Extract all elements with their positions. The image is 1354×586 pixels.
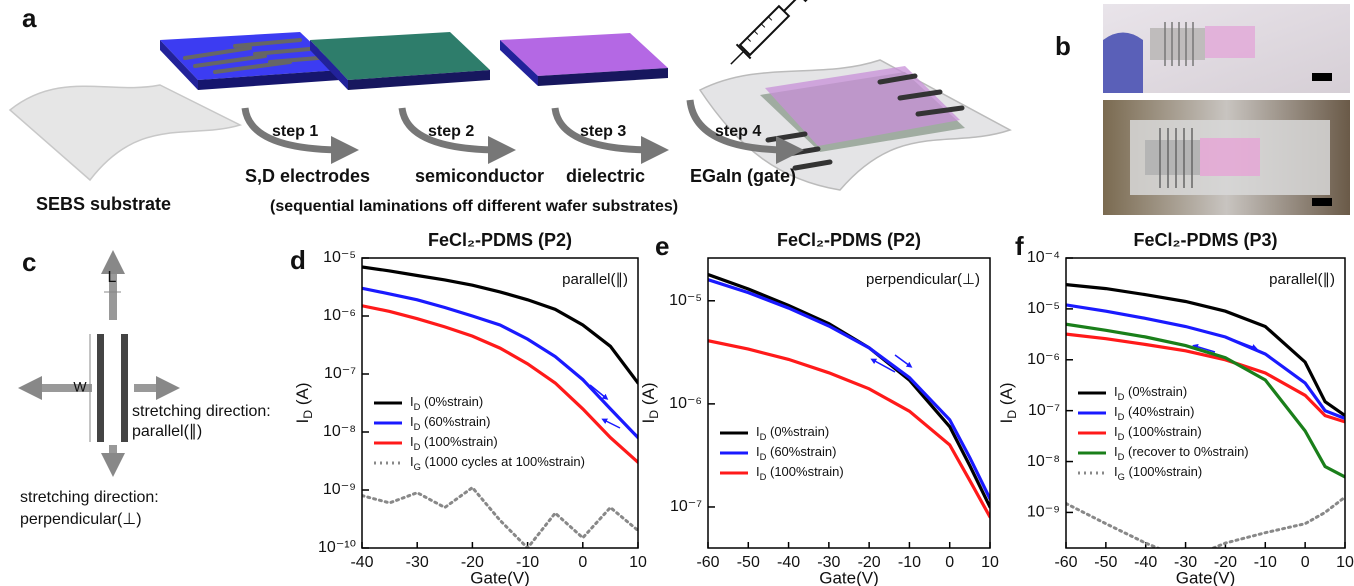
substrate-label: SEBS substrate (36, 194, 171, 214)
y-tick-label: 10⁻⁴ (1027, 249, 1060, 266)
plot-frame (1066, 258, 1345, 548)
x-tick-label: 10 (1336, 554, 1354, 571)
y-tick-label: 10⁻⁵ (1027, 300, 1060, 317)
note: (sequential laminations off different wa… (270, 198, 678, 215)
y-tick-label: 10⁻⁶ (323, 307, 356, 324)
y-tick-label: 10⁻⁷ (670, 498, 702, 515)
chart-title: FeCl₂-PDMS (P2) (777, 230, 921, 250)
layer-label: semiconductor (415, 166, 544, 186)
layer-label: S,D electrodes (245, 166, 370, 186)
direction-label: perpendicular(⊥) (20, 511, 142, 528)
legend-label: ID (40%strain) (1114, 404, 1194, 422)
panel-label: c (22, 247, 36, 277)
legend-label: IG (1000 cycles at 100%strain) (410, 454, 585, 472)
panel-label: b (1055, 31, 1071, 61)
x-tick-label: -50 (737, 554, 760, 571)
y-tick-label: 10⁻⁵ (669, 292, 702, 309)
y-tick-label: 10⁻⁷ (324, 365, 356, 382)
annotation: parallel(∥) (562, 271, 628, 288)
x-tick-label: -40 (1134, 554, 1157, 571)
series-line (1066, 334, 1345, 422)
y-tick-label: 10⁻¹⁰ (318, 539, 356, 556)
direction-label: stretching direction: (132, 403, 271, 420)
syringe (724, 0, 807, 71)
y-tick-label: 10⁻⁷ (1028, 402, 1060, 419)
y-axis-label: ID (A) (293, 383, 315, 424)
legend-label: IG (100%strain) (1114, 464, 1202, 482)
photo (1103, 4, 1350, 93)
legend-label: ID (0%strain) (756, 424, 829, 442)
series-line (362, 306, 638, 463)
x-tick-label: 0 (1301, 554, 1310, 571)
figure: a b c d e f (0, 0, 1354, 586)
series-line (362, 488, 638, 548)
chart-title: FeCl₂-PDMS (P2) (428, 230, 572, 250)
sebs-sheet (10, 85, 240, 180)
layer-label: dielectric (566, 166, 645, 186)
x-axis-label: Gate(V) (1176, 568, 1236, 586)
series-line (362, 288, 638, 437)
step-label: step 2 (428, 123, 474, 140)
panel-label: d (290, 245, 306, 275)
y-axis-label: ID (A) (639, 383, 661, 424)
annotation: perpendicular(⊥) (866, 271, 980, 288)
legend-label: ID (recover to 0%strain) (1114, 444, 1249, 462)
x-tick-label: 0 (578, 554, 587, 571)
dielectric-block (500, 33, 668, 86)
x-tick-label: -60 (1054, 554, 1077, 571)
series-line (1066, 497, 1345, 559)
x-tick-label: -10 (1254, 554, 1277, 571)
electrode (121, 334, 128, 442)
annotation: parallel(∥) (1269, 271, 1335, 288)
legend-label: ID (100%strain) (756, 464, 844, 482)
step-label: step 3 (580, 123, 626, 140)
legend-label: ID (60%strain) (410, 414, 490, 432)
series-line (708, 275, 990, 508)
x-tick-label: -50 (1094, 554, 1117, 571)
y-tick-label: 10⁻⁹ (1027, 504, 1060, 521)
step-label: step 4 (715, 123, 761, 140)
panel-label: e (655, 231, 669, 261)
x-tick-label: -60 (696, 554, 719, 571)
legend-label: ID (60%strain) (756, 444, 836, 462)
chart-title: FeCl₂-PDMS (P3) (1133, 230, 1277, 250)
y-tick-label: 10⁻⁶ (1027, 351, 1060, 368)
x-tick-label: 10 (629, 554, 647, 571)
direction-label: parallel(∥) (132, 423, 202, 440)
y-tick-label: 10⁻⁸ (323, 423, 356, 440)
series-line (708, 280, 990, 499)
layer-label: EGaIn (gate) (690, 166, 796, 186)
x-tick-label: -10 (898, 554, 921, 571)
plot-frame (708, 258, 990, 548)
x-tick-label: 0 (945, 554, 954, 571)
panel-label: f (1015, 231, 1024, 261)
legend-label: ID (100%strain) (1114, 424, 1202, 442)
legend-label: ID (0%strain) (410, 394, 483, 412)
y-tick-label: 10⁻⁹ (323, 481, 356, 498)
step-label: step 1 (272, 123, 318, 140)
y-tick-label: 10⁻⁵ (323, 249, 356, 266)
photo (1103, 100, 1350, 215)
x-tick-label: -40 (777, 554, 800, 571)
dimension-label: L (108, 269, 117, 286)
x-tick-label: -40 (350, 554, 373, 571)
panel-label: a (22, 3, 37, 33)
x-axis-label: Gate(V) (470, 568, 530, 586)
y-tick-label: 10⁻⁸ (1027, 453, 1060, 470)
legend-label: ID (0%strain) (1114, 384, 1187, 402)
y-tick-label: 10⁻⁶ (669, 395, 702, 412)
x-tick-label: 10 (981, 554, 999, 571)
y-axis-label: ID (A) (997, 383, 1019, 424)
plot-frame (362, 258, 638, 548)
electrode (97, 334, 104, 442)
dimension-label: W (73, 379, 87, 395)
x-tick-label: -30 (406, 554, 429, 571)
direction-label: stretching direction: (20, 489, 159, 506)
series-line (708, 341, 990, 517)
x-axis-label: Gate(V) (819, 568, 879, 586)
semiconductor-block (310, 32, 490, 90)
legend-label: ID (100%strain) (410, 434, 498, 452)
